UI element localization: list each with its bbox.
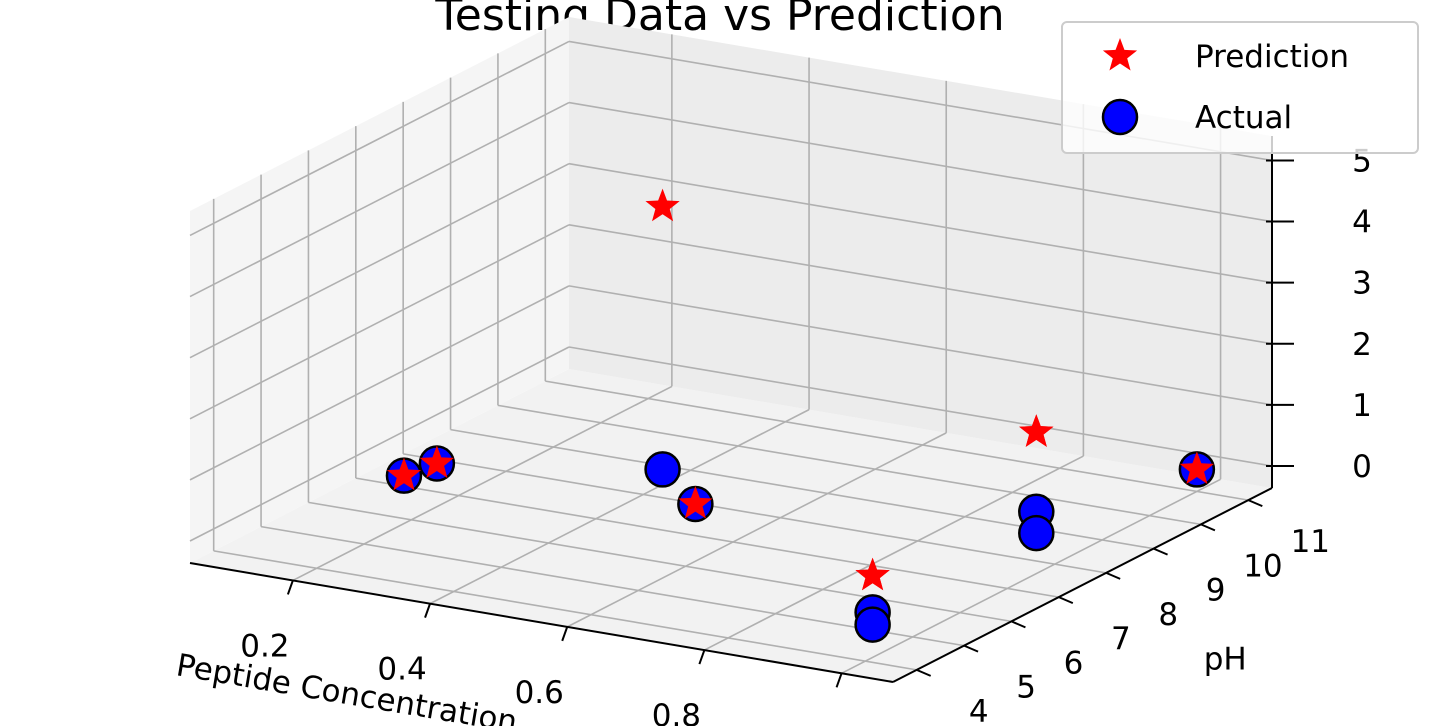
circle-marker	[1101, 98, 1139, 136]
x-tick	[561, 626, 569, 642]
x-tick-label: 0.2	[240, 628, 289, 664]
grid-line	[292, 385, 673, 582]
star-marker	[386, 457, 422, 491]
x-tick	[698, 649, 706, 665]
legend: Prediction Actual	[1061, 21, 1419, 154]
y-tick-label: 11	[1291, 524, 1330, 560]
x-tick	[835, 672, 843, 688]
y-tick-label: 5	[1016, 670, 1036, 706]
x-tick	[424, 603, 431, 618]
y-tick-label: 8	[1158, 597, 1178, 633]
x-tick-label: 0.8	[652, 698, 701, 726]
y-tick-label: 10	[1243, 548, 1282, 584]
y-tick-label: 6	[1064, 645, 1084, 681]
y-tick	[1011, 620, 1026, 629]
x-axis-label: Peptide Concentration	[174, 647, 520, 726]
star-marker	[1179, 451, 1214, 484]
y-tick	[963, 644, 979, 653]
legend-label: Actual	[1195, 100, 1292, 136]
z-tick-label: 2	[1352, 327, 1372, 363]
grid-line	[260, 525, 965, 647]
y-axis	[892, 487, 1273, 683]
y-tick-label: 7	[1111, 621, 1131, 657]
star-marker	[419, 445, 454, 479]
circle-marker	[854, 606, 891, 643]
grid-line	[189, 101, 570, 298]
grid-line	[189, 40, 570, 237]
grid-line	[308, 501, 1012, 623]
grid-line	[403, 453, 1107, 574]
grid-line	[568, 101, 1273, 223]
y-tick	[1200, 523, 1216, 532]
grid-line	[568, 346, 1273, 467]
grid-line	[568, 162, 1273, 284]
grid-line	[545, 380, 1249, 501]
circle-marker	[644, 451, 681, 488]
y-tick-label: 4	[969, 694, 989, 726]
grid	[189, 29, 1273, 675]
grid-line	[213, 550, 917, 671]
marks	[385, 188, 1216, 643]
x-axis	[189, 562, 894, 683]
y-tick	[1153, 547, 1168, 556]
star-marker	[855, 557, 890, 591]
circle-marker	[1018, 514, 1055, 552]
x-tick-label: 1.0	[789, 721, 838, 726]
legend-box	[1061, 21, 1419, 154]
star-marker	[1102, 38, 1138, 71]
grid-line	[704, 455, 1084, 651]
side-pane	[190, 17, 569, 563]
chart-title: Testing Data vs Prediction	[434, 0, 1004, 41]
legend-label: Prediction	[1195, 39, 1349, 75]
floor-pane	[190, 369, 1272, 682]
grid-line	[566, 432, 947, 628]
z-tick-label: 3	[1352, 266, 1372, 302]
x-tick-label: 0.4	[377, 652, 426, 688]
z-tick-label: 1	[1352, 388, 1372, 424]
grid-line	[189, 346, 570, 542]
grid-line	[189, 224, 570, 420]
star-marker	[678, 486, 713, 519]
grid-line	[189, 285, 570, 481]
y-tick	[916, 668, 932, 677]
y-axis-label: pH	[1204, 642, 1247, 678]
y-tick	[1058, 596, 1074, 605]
grid-line	[841, 478, 1221, 675]
star-marker	[645, 188, 680, 222]
x-tick	[286, 580, 294, 595]
star-marker	[1019, 414, 1054, 447]
z-tick-label: 4	[1352, 205, 1372, 241]
grid-line	[497, 404, 1202, 526]
grid-line	[568, 285, 1273, 406]
grid-line	[355, 477, 1059, 598]
grid-line	[429, 408, 810, 605]
y-tick-label: 9	[1206, 573, 1226, 609]
y-tick	[1247, 499, 1263, 508]
y-tick	[1105, 571, 1121, 580]
z-tick-label: 0	[1352, 449, 1372, 485]
grid-line	[568, 223, 1273, 345]
grid-line	[189, 162, 570, 359]
x-tick-label: 0.6	[515, 675, 564, 711]
